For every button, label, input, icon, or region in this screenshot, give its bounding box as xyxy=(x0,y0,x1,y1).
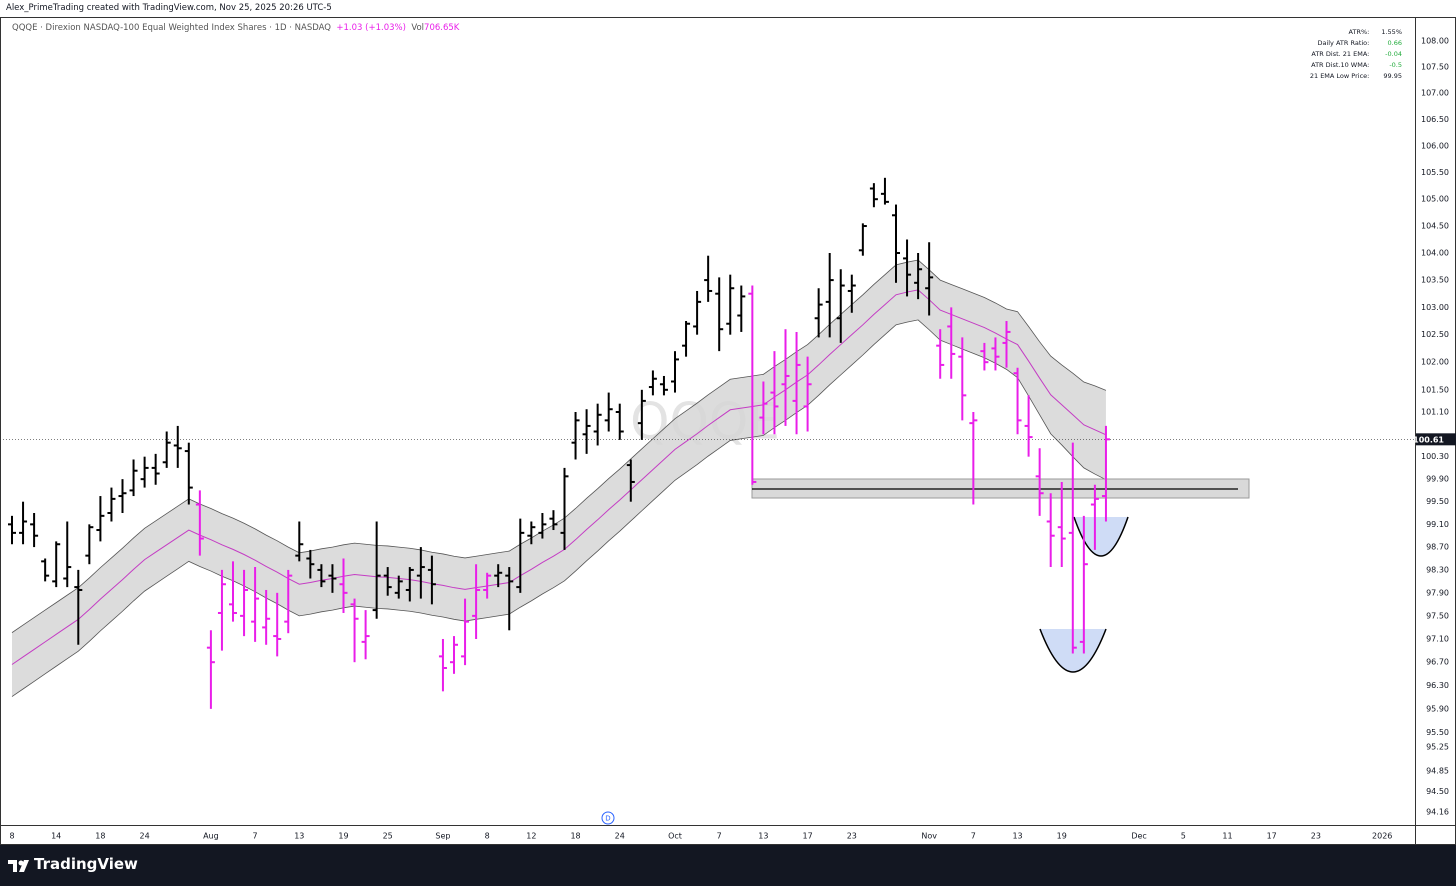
y-tick-label: 97.10 xyxy=(1426,634,1449,643)
x-tick-label: 8 xyxy=(9,832,14,841)
y-tick-label: 105.00 xyxy=(1421,195,1449,204)
x-tick-label: 13 xyxy=(758,832,768,841)
x-tick-label: 14 xyxy=(51,832,61,841)
y-tick-label: 95.50 xyxy=(1426,728,1449,737)
x-tick-label: 8 xyxy=(485,832,490,841)
x-tick-label: 18 xyxy=(570,832,580,841)
y-tick-label: 103.00 xyxy=(1421,303,1449,312)
x-tick-label: 19 xyxy=(338,832,348,841)
cup-arc xyxy=(1073,516,1129,557)
x-tick-label: 13 xyxy=(294,832,304,841)
stats-label: ATR Dist. 21 EMA: xyxy=(1311,49,1370,58)
y-tick-label: 106.50 xyxy=(1421,115,1449,124)
last-price-label: 100.61 xyxy=(1413,435,1444,444)
author-line: Alex_PrimeTrading created with TradingVi… xyxy=(6,3,332,13)
change: +1.03 (+1.03%) xyxy=(336,23,406,33)
x-tick-label: 7 xyxy=(717,832,722,841)
symbol-legend: QQQE · Direxion NASDAQ-100 Equal Weighte… xyxy=(12,23,459,33)
y-tick-label: 102.50 xyxy=(1421,330,1449,339)
x-tick-label: 7 xyxy=(971,832,976,841)
symbol: QQQE · Direxion NASDAQ-100 Equal Weighte… xyxy=(12,23,331,33)
event-marker-label: D xyxy=(605,815,610,823)
x-tick-label: 7 xyxy=(253,832,258,841)
y-tick-label: 104.00 xyxy=(1421,248,1449,257)
x-tick-label: 18 xyxy=(95,832,105,841)
y-tick-label: 107.50 xyxy=(1421,62,1449,71)
y-tick-label: 94.16 xyxy=(1426,807,1449,816)
stats-table: ATR%: 1.55% Daily ATR Ratio: 0.66 ATR Dist. … xyxy=(1308,26,1404,81)
x-tick-label: Oct xyxy=(668,832,682,841)
y-tick-label: 100.30 xyxy=(1421,452,1449,461)
y-tick-label: 98.30 xyxy=(1426,565,1449,574)
x-tick-label: 11 xyxy=(1222,832,1232,841)
x-tick-label: 23 xyxy=(847,832,857,841)
x-tick-label: Sep xyxy=(435,832,450,841)
ema-band xyxy=(12,260,1106,697)
stats-value: 1.55% xyxy=(1381,27,1402,36)
y-tick-label: 95.90 xyxy=(1426,704,1449,713)
x-tick-label: 17 xyxy=(803,832,813,841)
y-tick-label: 107.00 xyxy=(1421,89,1449,98)
cup-arc xyxy=(1039,628,1107,673)
y-tick-label: 101.50 xyxy=(1421,385,1449,394)
x-tick-label: 25 xyxy=(383,832,393,841)
volume-label: Vol xyxy=(411,23,425,33)
last-price-box xyxy=(1416,433,1456,446)
y-tick-label: 103.50 xyxy=(1421,276,1449,285)
y-tick-label: 102.00 xyxy=(1421,358,1449,367)
y-tick-label: 97.90 xyxy=(1426,588,1449,597)
y-tick-label: 101.10 xyxy=(1421,408,1449,417)
stats-row: Daily ATR Ratio: 0.66 xyxy=(1308,37,1404,48)
y-tick-label: 95.25 xyxy=(1426,743,1449,752)
x-tick-label: Nov xyxy=(921,832,937,841)
stats-label: ATR%: xyxy=(1348,27,1370,36)
stats-row: ATR Dist.10 WMA: -0.5 xyxy=(1308,59,1404,70)
footer: TradingView xyxy=(0,845,1456,886)
stats-value: -0.5 xyxy=(1389,60,1402,69)
x-tick-label: 13 xyxy=(1012,832,1022,841)
ema-line xyxy=(11,289,1107,665)
stats-row: ATR%: 1.55% xyxy=(1308,26,1404,37)
x-tick-label: 24 xyxy=(615,832,625,841)
brand: TradingView xyxy=(34,855,138,873)
x-tick-label: 17 xyxy=(1267,832,1277,841)
stats-label: 21 EMA Low Price: xyxy=(1309,71,1370,80)
x-tick-label: Aug xyxy=(203,832,219,841)
x-tick-label: 12 xyxy=(526,832,536,841)
y-tick-label: 98.70 xyxy=(1426,543,1449,552)
stats-value: 99.95 xyxy=(1383,71,1402,80)
y-tick-label: 99.90 xyxy=(1426,475,1449,484)
y-tick-label: 94.50 xyxy=(1426,787,1449,796)
stats-value: -0.04 xyxy=(1385,49,1402,58)
y-tick-label: 94.85 xyxy=(1426,766,1449,775)
x-tick-label: Dec xyxy=(1131,832,1146,841)
y-tick-label: 99.50 xyxy=(1426,497,1449,506)
y-tick-label: 96.70 xyxy=(1426,658,1449,667)
y-tick-label: 99.10 xyxy=(1426,520,1449,529)
y-tick-label: 97.50 xyxy=(1426,611,1449,620)
x-tick-label: 24 xyxy=(140,832,150,841)
stats-value: 0.66 xyxy=(1387,38,1402,47)
stats-label: ATR Dist.10 WMA: xyxy=(1311,60,1370,69)
volume: 706.65K xyxy=(424,23,460,33)
y-tick-label: 96.30 xyxy=(1426,681,1449,690)
x-tick-label: 5 xyxy=(1181,832,1186,841)
y-tick-label: 108.00 xyxy=(1421,36,1449,45)
band-lower xyxy=(11,319,1107,697)
x-tick-label: 23 xyxy=(1311,832,1321,841)
x-tick-label: 2026 xyxy=(1372,832,1392,841)
event-marker[interactable] xyxy=(601,811,615,825)
y-tick-label: 104.50 xyxy=(1421,222,1449,231)
x-tick-label: 19 xyxy=(1057,832,1067,841)
band-upper xyxy=(11,259,1107,633)
chart: QQQE D 108.00107.50107.00106.50106.00105… xyxy=(0,17,1456,845)
logo-mark xyxy=(8,860,29,872)
stats-label: Daily ATR Ratio: xyxy=(1317,38,1370,47)
y-tick-label: 106.00 xyxy=(1421,141,1449,150)
y-tick-label: 105.50 xyxy=(1421,168,1449,177)
stats-row: 21 EMA Low Price: 99.95 xyxy=(1308,70,1404,81)
stats-row: ATR Dist. 21 EMA: -0.04 xyxy=(1308,48,1404,59)
